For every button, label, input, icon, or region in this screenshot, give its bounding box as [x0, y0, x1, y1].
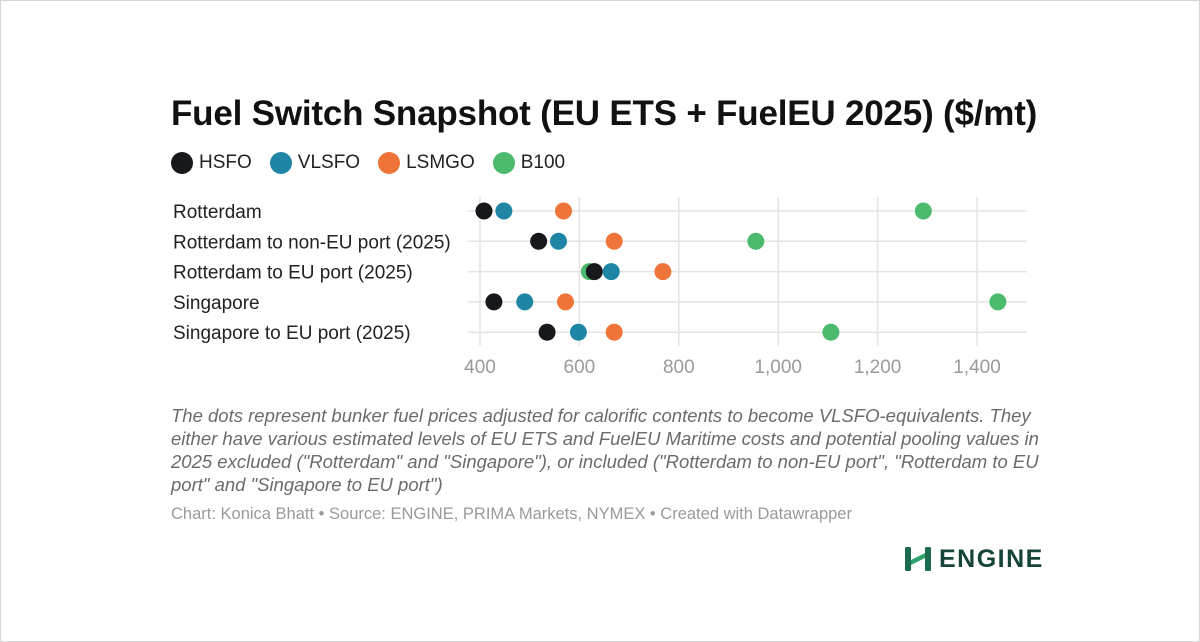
dot-b100	[822, 323, 840, 341]
legend-item-lsmgo: LSMGO	[378, 152, 475, 174]
legend-label: B100	[520, 152, 566, 173]
legend-swatch	[378, 152, 401, 174]
dot-vlsfo	[550, 232, 568, 250]
dot-lsmgo	[605, 323, 623, 341]
row-label: Singapore to EU port (2025)	[173, 323, 411, 344]
chart-notes: The dots represent bunker fuel prices ad…	[171, 405, 1039, 495]
dot-hsfo	[538, 323, 556, 341]
legend-swatch	[492, 152, 515, 174]
legend-swatch	[171, 152, 193, 174]
x-tick-label: 1,000	[754, 357, 802, 378]
dot-hsfo	[475, 202, 493, 220]
dot-vlsfo	[602, 263, 620, 281]
engine-logo: ENGINE	[903, 544, 1044, 574]
dot-hsfo	[485, 293, 503, 311]
row-label: Rotterdam	[173, 202, 262, 223]
legend: HSFO VLSFO LSMGO B100	[171, 152, 583, 174]
x-tick-label: 600	[564, 357, 596, 378]
x-tick-label: 800	[663, 357, 695, 378]
x-tick-label: 1,400	[953, 357, 1001, 378]
dot-vlsfo	[569, 323, 587, 341]
dot-lsmgo	[556, 293, 574, 311]
row-label: Singapore	[173, 293, 260, 314]
dot-lsmgo	[605, 232, 623, 250]
legend-label: LSMGO	[406, 152, 475, 173]
dot-vlsfo	[516, 293, 534, 311]
dot-hsfo	[530, 232, 548, 250]
chart-title: Fuel Switch Snapshot (EU ETS + FuelEU 20…	[171, 94, 1038, 133]
chart-credit: Chart: Konica Bhatt • Source: ENGINE, PR…	[171, 505, 852, 523]
x-tick-label: 1,200	[854, 357, 902, 378]
legend-label: VLSFO	[297, 152, 361, 173]
dot-plot: 400 600 800 1,000 1,200 1,400 Rotterdam Rotterd…	[173, 197, 1027, 378]
legend-item-b100: B100	[492, 152, 566, 174]
dot-hsfo	[585, 263, 603, 281]
dot-b100	[914, 202, 932, 220]
legend-item-hsfo: HSFO	[171, 152, 252, 174]
legend-swatch	[269, 152, 292, 174]
x-tick-label: 400	[464, 357, 496, 378]
dot-b100	[989, 293, 1007, 311]
dot-lsmgo	[554, 202, 572, 220]
legend-item-vlsfo: VLSFO	[269, 152, 361, 174]
row-label: Rotterdam to EU port (2025)	[173, 263, 413, 284]
legend-label: HSFO	[199, 152, 252, 173]
dot-lsmgo	[654, 263, 672, 281]
dot-vlsfo	[495, 202, 513, 220]
engine-logo-icon	[905, 547, 931, 571]
engine-logo-text: ENGINE	[939, 544, 1044, 573]
dot-b100	[747, 232, 765, 250]
row-label: Rotterdam to non-EU port (2025)	[173, 232, 451, 253]
